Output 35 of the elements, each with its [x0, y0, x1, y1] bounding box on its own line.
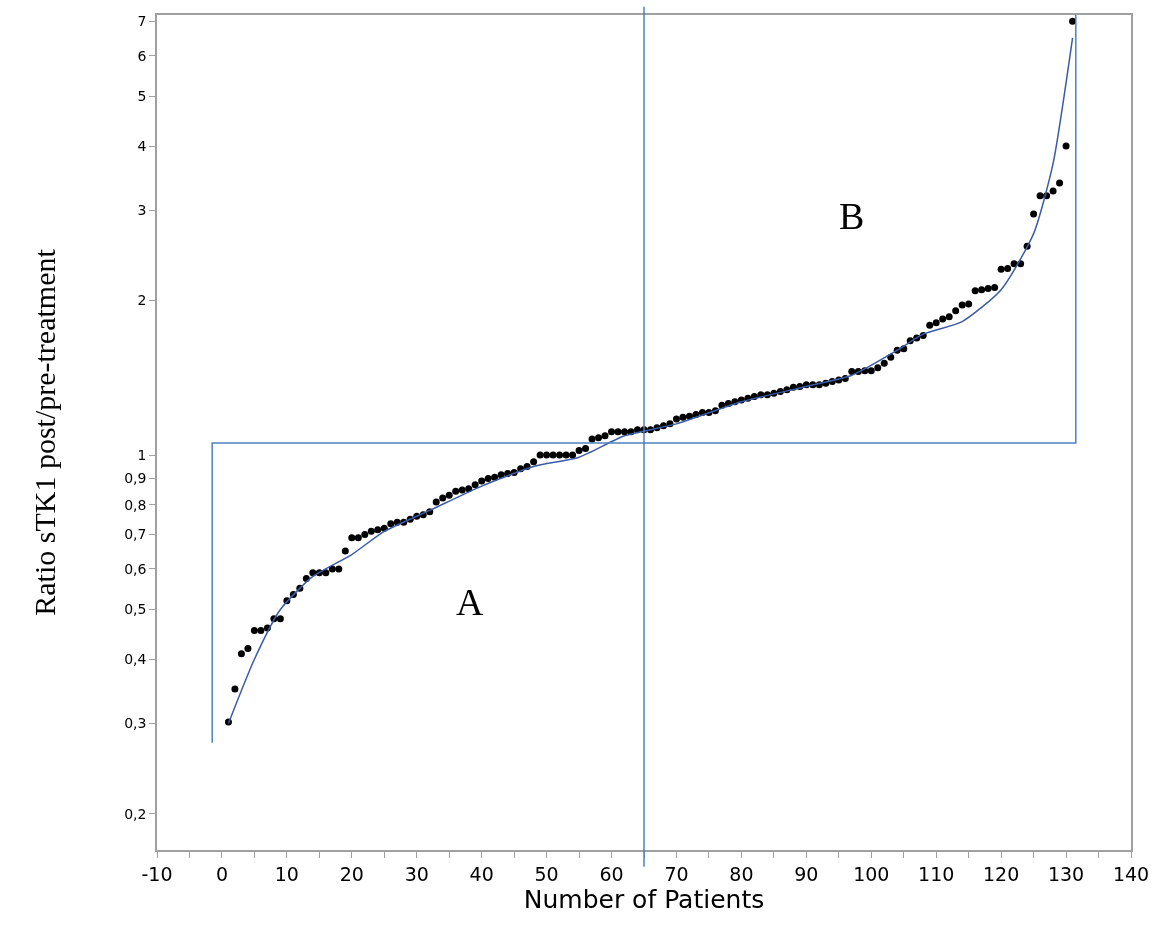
y-tick-label: 2: [137, 292, 147, 309]
x-tick-label: 0: [215, 862, 228, 885]
y-tick-label: 0,2: [124, 805, 147, 822]
y-axis-title: Ratio sTK1 post/pre-treatment: [27, 248, 61, 616]
x-tick-label: 80: [729, 862, 754, 885]
y-tick-label: 5: [137, 88, 147, 105]
y-tick-label: 3: [137, 202, 147, 219]
x-tick-label: 100: [853, 862, 890, 885]
y-tick-label: 0,6: [124, 560, 147, 577]
y-tick-label: 0,7: [124, 526, 147, 543]
x-axis-title: Number of Patients: [523, 884, 765, 914]
x-tick-label: 120: [983, 862, 1020, 885]
y-tick-label: 0,9: [124, 470, 147, 487]
x-tick-label: 130: [1047, 862, 1085, 885]
y-tick-label: 0,4: [124, 651, 147, 668]
y-tick-label: 7: [137, 13, 147, 30]
y-tick-label: 1: [137, 446, 147, 463]
x-tick-label: 30: [404, 862, 429, 885]
y-tick-label: 0,5: [124, 601, 147, 618]
y-tick-label: 4: [137, 137, 147, 154]
y-tick-label: 0,8: [124, 496, 147, 513]
x-tick-label: 90: [794, 862, 819, 885]
annotation: A: [456, 581, 484, 623]
y-tick-label: 6: [137, 47, 147, 64]
x-tick-label: 10: [274, 862, 299, 885]
x-tick-label: -10: [141, 862, 173, 885]
x-tick-label: 20: [339, 862, 364, 885]
x-tick-label: 110: [918, 862, 955, 885]
annotation: B: [839, 195, 865, 237]
y-tick-label: 0,3: [124, 715, 147, 732]
x-tick-label: 50: [534, 862, 559, 885]
x-tick-label: 60: [599, 862, 624, 885]
x-tick-label: 140: [1112, 862, 1150, 885]
x-tick-label: 70: [664, 862, 689, 885]
x-tick-label: 40: [469, 862, 494, 885]
